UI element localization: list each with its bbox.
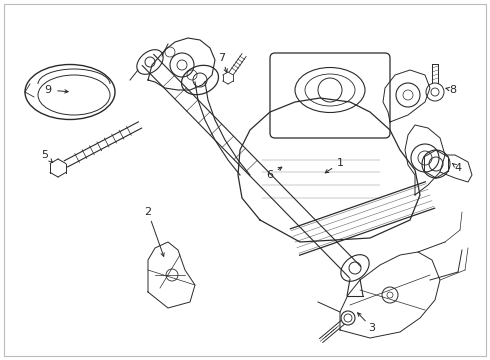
Text: 5: 5: [42, 150, 49, 160]
FancyBboxPatch shape: [270, 53, 390, 138]
Text: 6: 6: [267, 170, 273, 180]
Text: 3: 3: [368, 323, 375, 333]
Text: 9: 9: [45, 85, 51, 95]
Text: 7: 7: [219, 53, 225, 63]
Circle shape: [148, 60, 152, 64]
Text: 2: 2: [145, 207, 151, 217]
Text: 1: 1: [337, 158, 343, 168]
Text: 4: 4: [454, 163, 462, 173]
Text: 8: 8: [449, 85, 457, 95]
